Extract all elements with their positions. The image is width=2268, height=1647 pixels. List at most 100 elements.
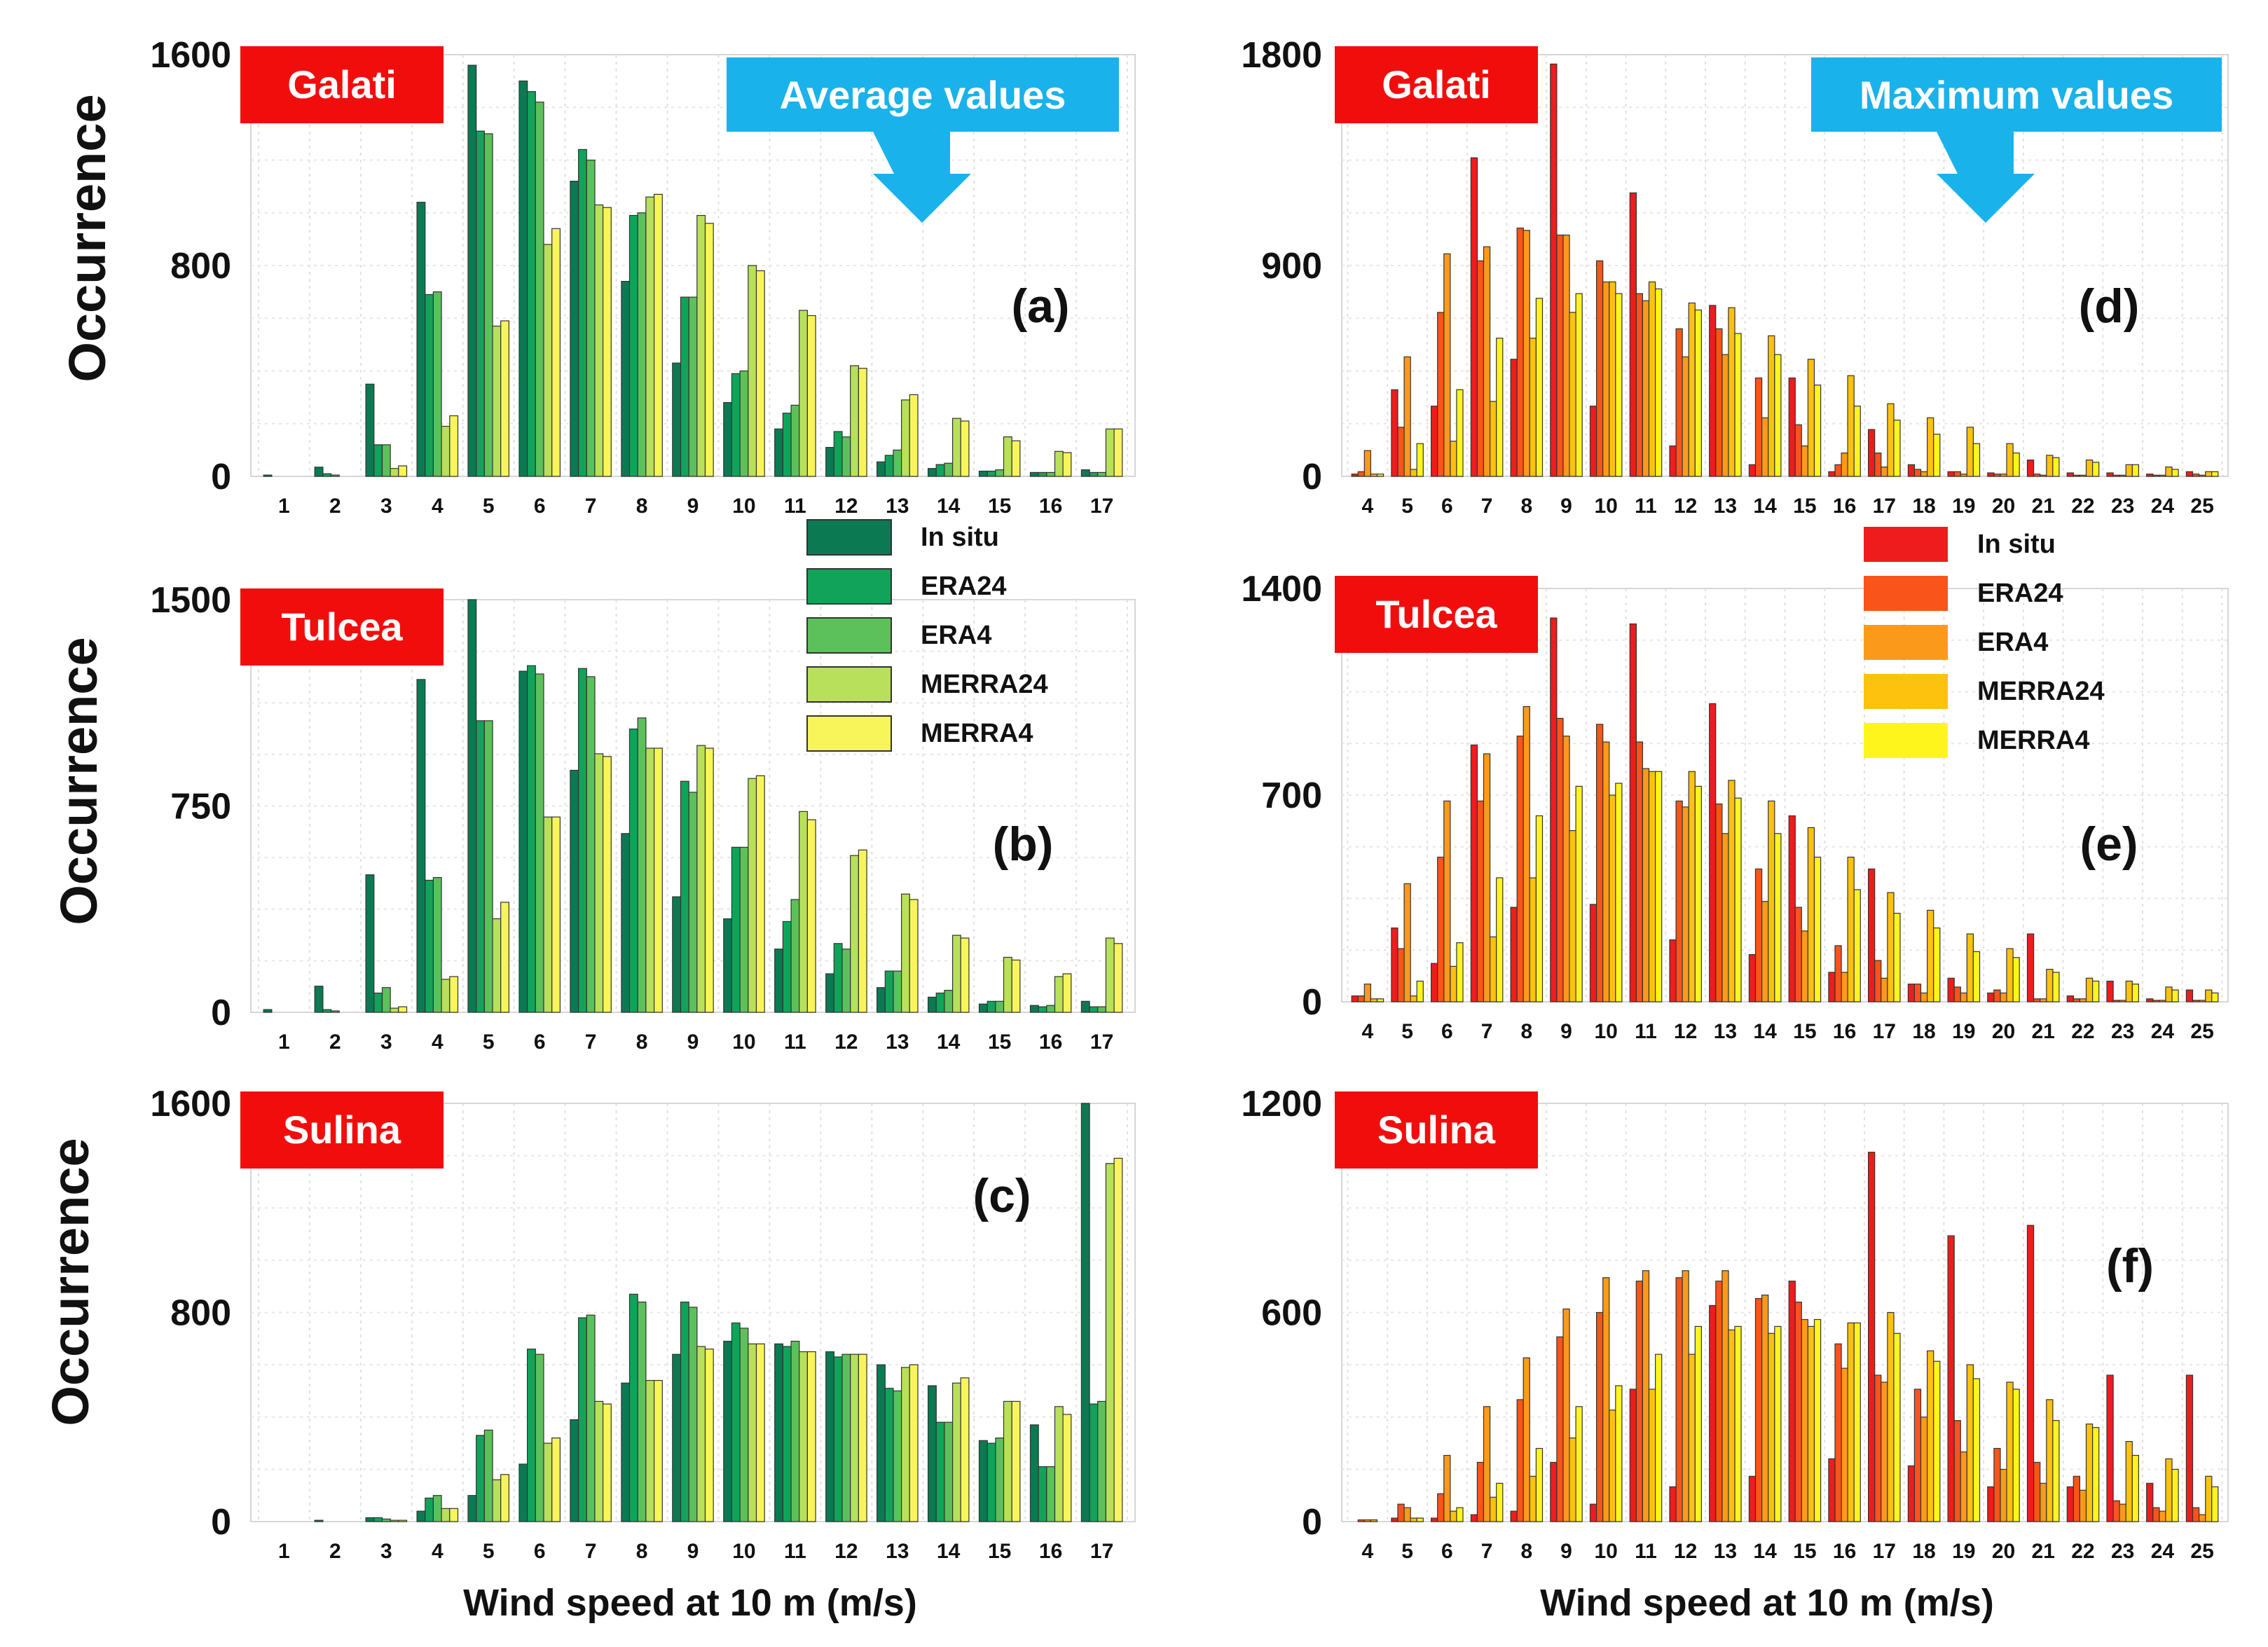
- bar-era24-23: [2112, 1500, 2120, 1522]
- bar-merra4-12: [858, 1353, 867, 1522]
- bar-in-situ-19: [1947, 977, 1955, 1002]
- bar-merra4-6: [1456, 389, 1464, 477]
- panel-letter: (b): [993, 818, 1054, 871]
- bar-era4-15: [995, 1438, 1005, 1522]
- station-name: Tulcea: [1375, 592, 1497, 636]
- bar-in-situ-4: [1351, 995, 1359, 1002]
- bar-merra4-14: [960, 420, 970, 477]
- bar-in-situ-4: [416, 679, 426, 1013]
- bar-era4-12: [1682, 806, 1689, 1002]
- bar-era24-13: [884, 970, 894, 1013]
- x-tick-label: 9: [687, 495, 699, 518]
- bar-merra24-22: [2085, 459, 2094, 477]
- bar-era4-5: [1403, 883, 1411, 1002]
- bar-era4-16: [1046, 1005, 1056, 1013]
- bar-in-situ-4: [416, 202, 426, 477]
- y-tick-label: 1800: [1241, 35, 1322, 76]
- bar-merra4-24: [2171, 1468, 2179, 1522]
- bar-merra24-3: [390, 1519, 399, 1522]
- bar-in-situ-24: [2146, 998, 2154, 1002]
- bar-merra4-10: [1615, 1385, 1623, 1522]
- x-tick-label: 16: [1039, 1540, 1062, 1563]
- bar-era4-5: [1403, 1507, 1411, 1522]
- bar-era4-19: [1960, 992, 1967, 1002]
- bar-era24-3: [373, 1517, 383, 1522]
- bar-era24-7: [1476, 800, 1485, 1002]
- bar-merra4-16: [1062, 973, 1072, 1013]
- bar-era24-5: [476, 720, 486, 1013]
- bar-merra4-19: [1972, 951, 1981, 1002]
- bar-merra24-7: [594, 204, 604, 477]
- bar-era4-11: [790, 899, 800, 1013]
- bar-era4-17: [1881, 1381, 1888, 1522]
- bar-era24-8: [628, 214, 638, 477]
- bar-merra4-17: [1893, 420, 1901, 477]
- bar-merra4-13: [1734, 1325, 1742, 1522]
- x-tick-label: 9: [1560, 1020, 1572, 1043]
- bar-era4-13: [893, 449, 902, 477]
- bar-era24-11: [782, 413, 792, 477]
- bar-merra4-5: [500, 320, 510, 477]
- bar-merra4-23: [2131, 984, 2140, 1002]
- x-tick-label: 21: [2032, 1020, 2055, 1043]
- bar-merra24-3: [390, 1007, 399, 1013]
- bar-merra24-12: [1688, 1353, 1696, 1522]
- bar-era24-6: [1437, 856, 1445, 1002]
- bar-in-situ-12: [1669, 445, 1677, 477]
- bar-merra24-15: [1003, 1400, 1012, 1522]
- bar-merra4-7: [602, 756, 612, 1013]
- x-tick-label: 21: [2032, 1540, 2055, 1563]
- bar-era24-9: [1556, 234, 1564, 477]
- x-tick-label: 10: [732, 495, 755, 518]
- x-tick-label: 22: [2071, 1540, 2094, 1563]
- maximum-values-badge: Maximum values: [1811, 57, 2222, 223]
- bar-merra4-12: [1694, 785, 1703, 1002]
- bar-in-situ-17: [1868, 868, 1876, 1002]
- bar-in-situ-13: [1709, 1304, 1717, 1522]
- x-tick-label: 23: [2111, 1020, 2134, 1043]
- bar-merra4-5: [500, 1474, 510, 1522]
- legend-swatch: [1864, 527, 1948, 562]
- y-tick-label: 1600: [150, 35, 231, 76]
- bar-era4-14: [944, 1421, 954, 1522]
- bar-era24-18: [1913, 469, 1922, 477]
- bar-merra4-14: [1774, 354, 1782, 477]
- station-label-box: [1335, 576, 1538, 653]
- bar-in-situ-25: [2185, 989, 2194, 1002]
- bar-merra4-7: [1496, 338, 1504, 477]
- bar-merra4-7: [1496, 877, 1504, 1002]
- x-tick-label: 9: [687, 1540, 699, 1563]
- bar-era4-11: [790, 1340, 800, 1522]
- bar-merra24-17: [1887, 403, 1895, 477]
- bar-in-situ-12: [825, 446, 834, 477]
- x-tick-label: 6: [1441, 1020, 1453, 1043]
- bar-era24-17: [1874, 1374, 1882, 1522]
- bar-merra24-17: [1105, 937, 1115, 1013]
- bar-era4-5: [483, 720, 493, 1013]
- bar-merra24-17: [1105, 428, 1115, 477]
- bar-in-situ-22: [2066, 995, 2075, 1002]
- bar-era4-5: [483, 133, 493, 477]
- bar-merra24-23: [2125, 1441, 2133, 1522]
- bar-era4-12: [1682, 1270, 1689, 1522]
- bar-era24-3: [373, 444, 383, 477]
- x-tick-label: 5: [483, 1031, 495, 1054]
- bar-merra4-6: [551, 1438, 561, 1522]
- bar-in-situ-17: [1080, 1103, 1090, 1522]
- x-tick-label: 13: [1714, 495, 1737, 518]
- bar-era24-10: [1596, 724, 1604, 1002]
- x-tick-label: 15: [988, 1540, 1011, 1563]
- bar-era24-17: [1089, 1006, 1099, 1013]
- bar-era4-19: [1960, 474, 1967, 477]
- bar-merra24-12: [850, 1353, 859, 1522]
- bar-merra4-16: [1853, 889, 1861, 1002]
- bar-merra4-3: [398, 1519, 408, 1522]
- x-tick-label: 13: [1714, 1020, 1737, 1043]
- bar-merra24-22: [2085, 977, 2094, 1002]
- bar-merra4-10: [1615, 293, 1623, 477]
- bar-era4-10: [1602, 281, 1610, 477]
- bar-in-situ-15: [1788, 377, 1796, 477]
- x-tick-label: 18: [1912, 1020, 1935, 1043]
- bar-merra24-16: [1847, 375, 1855, 477]
- bar-merra4-8: [653, 747, 663, 1013]
